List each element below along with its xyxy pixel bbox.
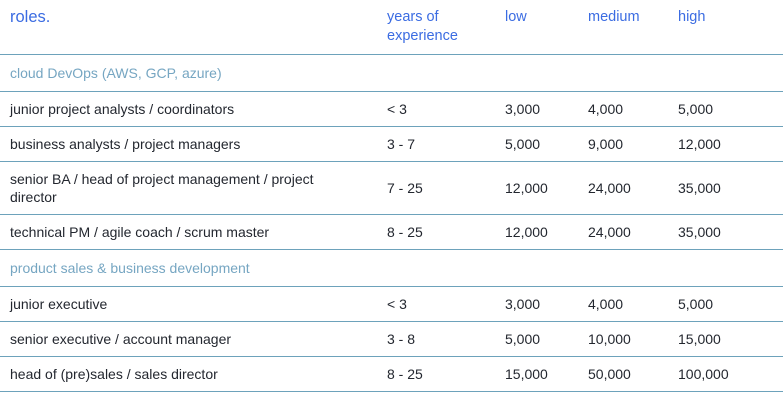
years-cell: 7 - 25 bbox=[387, 161, 505, 215]
table-row: senior executive / account manager 3 - 8… bbox=[0, 321, 783, 357]
high-cell: 5,000 bbox=[678, 286, 783, 322]
salary-table: roles. years of experience low medium hi… bbox=[0, 0, 783, 392]
years-cell: < 3 bbox=[387, 286, 505, 322]
medium-cell: 50,000 bbox=[588, 356, 678, 392]
high-cell: 15,000 bbox=[678, 321, 783, 357]
table-row: business analysts / project managers 3 -… bbox=[0, 126, 783, 162]
medium-cell: 9,000 bbox=[588, 126, 678, 162]
role-cell: senior executive / account manager bbox=[0, 321, 387, 357]
role-cell: technical PM / agile coach / scrum maste… bbox=[0, 214, 387, 250]
footnote: Figures are in MYR and based on a basic … bbox=[0, 392, 783, 406]
table-row: junior project analysts / coordinators <… bbox=[0, 91, 783, 127]
table-row: technical PM / agile coach / scrum maste… bbox=[0, 214, 783, 250]
low-cell: 3,000 bbox=[505, 91, 588, 127]
medium-cell: 24,000 bbox=[588, 161, 678, 215]
low-cell: 5,000 bbox=[505, 126, 588, 162]
role-cell: business analysts / project managers bbox=[0, 126, 387, 162]
role-cell: head of (pre)sales / sales director bbox=[0, 356, 387, 392]
table-row: head of (pre)sales / sales director 8 - … bbox=[0, 356, 783, 392]
low-cell: 12,000 bbox=[505, 214, 588, 250]
high-cell: 35,000 bbox=[678, 161, 783, 215]
years-cell: < 3 bbox=[387, 91, 505, 127]
medium-cell: 4,000 bbox=[588, 91, 678, 127]
table-title: roles. bbox=[0, 0, 387, 55]
high-cell: 12,000 bbox=[678, 126, 783, 162]
section-row-cloud-devops: cloud DevOps (AWS, GCP, azure) bbox=[0, 54, 783, 92]
table-row: senior BA / head of project management /… bbox=[0, 161, 783, 215]
medium-cell: 10,000 bbox=[588, 321, 678, 357]
years-cell: 8 - 25 bbox=[387, 214, 505, 250]
col-header-high: high bbox=[678, 0, 783, 55]
low-cell: 5,000 bbox=[505, 321, 588, 357]
col-header-medium: medium bbox=[588, 0, 678, 55]
col-header-years-of-experience: years of experience bbox=[387, 0, 505, 55]
section-row-product-sales: product sales & business development bbox=[0, 249, 783, 287]
low-cell: 3,000 bbox=[505, 286, 588, 322]
section-label: product sales & business development bbox=[0, 249, 783, 287]
years-cell: 8 - 25 bbox=[387, 356, 505, 392]
header-row: roles. years of experience low medium hi… bbox=[0, 0, 783, 55]
section-label: cloud DevOps (AWS, GCP, azure) bbox=[0, 54, 783, 92]
high-cell: 35,000 bbox=[678, 214, 783, 250]
low-cell: 15,000 bbox=[505, 356, 588, 392]
col-header-low: low bbox=[505, 0, 588, 55]
medium-cell: 4,000 bbox=[588, 286, 678, 322]
role-cell: junior project analysts / coordinators bbox=[0, 91, 387, 127]
role-cell: senior BA / head of project management /… bbox=[0, 161, 387, 215]
high-cell: 5,000 bbox=[678, 91, 783, 127]
high-cell: 100,000 bbox=[678, 356, 783, 392]
table-row: junior executive < 3 3,000 4,000 5,000 bbox=[0, 286, 783, 322]
medium-cell: 24,000 bbox=[588, 214, 678, 250]
low-cell: 12,000 bbox=[505, 161, 588, 215]
years-cell: 3 - 7 bbox=[387, 126, 505, 162]
years-cell: 3 - 8 bbox=[387, 321, 505, 357]
role-cell: junior executive bbox=[0, 286, 387, 322]
